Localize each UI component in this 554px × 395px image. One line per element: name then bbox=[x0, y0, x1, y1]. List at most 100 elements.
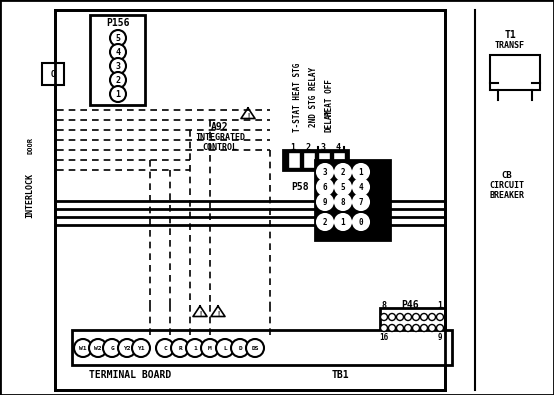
Bar bbox=[55, 10, 445, 390]
Circle shape bbox=[132, 339, 150, 357]
Circle shape bbox=[413, 325, 419, 331]
Circle shape bbox=[353, 194, 369, 210]
Circle shape bbox=[335, 194, 351, 210]
Text: 3: 3 bbox=[115, 62, 121, 70]
Circle shape bbox=[335, 164, 351, 180]
Text: 8: 8 bbox=[382, 301, 387, 310]
Text: !: ! bbox=[198, 311, 202, 317]
Text: TRANSF: TRANSF bbox=[495, 41, 525, 49]
Text: 5: 5 bbox=[341, 182, 345, 192]
Circle shape bbox=[103, 339, 121, 357]
Text: T1: T1 bbox=[504, 30, 516, 40]
Text: BREAKER: BREAKER bbox=[490, 190, 525, 199]
Text: 4: 4 bbox=[336, 143, 341, 152]
Circle shape bbox=[317, 179, 333, 195]
Text: W2: W2 bbox=[94, 346, 102, 350]
Text: 1: 1 bbox=[341, 218, 345, 226]
Circle shape bbox=[110, 30, 126, 46]
Circle shape bbox=[335, 214, 351, 230]
Text: INTEGRATED: INTEGRATED bbox=[195, 132, 245, 141]
Bar bbox=[490, 55, 540, 90]
Text: 4: 4 bbox=[358, 182, 363, 192]
Text: 2ND STG RELAY: 2ND STG RELAY bbox=[309, 67, 317, 127]
Circle shape bbox=[437, 325, 444, 331]
Circle shape bbox=[404, 325, 412, 331]
Text: A92: A92 bbox=[211, 122, 229, 132]
Circle shape bbox=[110, 44, 126, 60]
Text: 5: 5 bbox=[115, 34, 121, 43]
Text: TB1: TB1 bbox=[331, 370, 349, 380]
Text: O: O bbox=[50, 70, 55, 79]
Text: HEAT OFF: HEAT OFF bbox=[325, 79, 334, 115]
Text: C: C bbox=[163, 346, 167, 350]
Text: CONTROL: CONTROL bbox=[203, 143, 238, 152]
Text: CIRCUIT: CIRCUIT bbox=[490, 181, 525, 190]
Circle shape bbox=[397, 314, 403, 320]
Circle shape bbox=[110, 72, 126, 88]
Circle shape bbox=[201, 339, 219, 357]
Text: L: L bbox=[223, 346, 227, 350]
Text: 1: 1 bbox=[193, 346, 197, 350]
Circle shape bbox=[420, 325, 428, 331]
Text: T-STAT HEAT STG: T-STAT HEAT STG bbox=[293, 62, 301, 132]
Circle shape bbox=[353, 214, 369, 230]
Text: W1: W1 bbox=[79, 346, 87, 350]
Text: DELAY: DELAY bbox=[325, 109, 334, 132]
Text: R: R bbox=[178, 346, 182, 350]
Text: TERMINAL BOARD: TERMINAL BOARD bbox=[89, 370, 171, 380]
Text: DS: DS bbox=[252, 346, 259, 350]
Text: 1: 1 bbox=[290, 143, 295, 152]
Text: 16: 16 bbox=[379, 333, 388, 342]
Text: D: D bbox=[238, 346, 242, 350]
Bar bbox=[318, 152, 330, 168]
Bar bbox=[288, 152, 300, 168]
Bar bbox=[380, 308, 445, 340]
Circle shape bbox=[110, 58, 126, 74]
Text: DOOR: DOOR bbox=[27, 137, 33, 154]
Text: 9: 9 bbox=[438, 333, 442, 342]
Text: 0: 0 bbox=[358, 218, 363, 226]
Text: !: ! bbox=[216, 311, 220, 317]
Circle shape bbox=[317, 194, 333, 210]
Bar bbox=[72, 330, 452, 365]
Circle shape bbox=[231, 339, 249, 357]
Text: 6: 6 bbox=[322, 182, 327, 192]
Text: M: M bbox=[208, 346, 212, 350]
Circle shape bbox=[335, 179, 351, 195]
Circle shape bbox=[397, 325, 403, 331]
Text: 3: 3 bbox=[322, 167, 327, 177]
Text: Y2: Y2 bbox=[123, 346, 131, 350]
Text: 1: 1 bbox=[438, 301, 443, 310]
Text: 2: 2 bbox=[305, 143, 310, 152]
Text: 2: 2 bbox=[322, 218, 327, 226]
Text: 1: 1 bbox=[358, 167, 363, 177]
Circle shape bbox=[246, 339, 264, 357]
Text: 8: 8 bbox=[341, 198, 345, 207]
Bar bbox=[333, 152, 345, 168]
Circle shape bbox=[186, 339, 204, 357]
Text: 7: 7 bbox=[358, 198, 363, 207]
Circle shape bbox=[216, 339, 234, 357]
Text: !: ! bbox=[246, 113, 250, 119]
Circle shape bbox=[317, 164, 333, 180]
Text: 4: 4 bbox=[115, 47, 121, 56]
Circle shape bbox=[381, 325, 387, 331]
Circle shape bbox=[171, 339, 189, 357]
Circle shape bbox=[404, 314, 412, 320]
Text: INTERLOCK: INTERLOCK bbox=[25, 173, 34, 218]
Bar bbox=[315, 160, 390, 240]
Circle shape bbox=[420, 314, 428, 320]
Circle shape bbox=[413, 314, 419, 320]
Circle shape bbox=[110, 86, 126, 102]
Circle shape bbox=[317, 214, 333, 230]
Circle shape bbox=[118, 339, 136, 357]
Text: 2: 2 bbox=[341, 167, 345, 177]
Text: 3: 3 bbox=[321, 143, 326, 152]
Circle shape bbox=[353, 179, 369, 195]
Circle shape bbox=[353, 164, 369, 180]
Text: P156: P156 bbox=[106, 18, 130, 28]
Bar bbox=[90, 15, 145, 105]
Text: G: G bbox=[110, 346, 114, 350]
Text: CB: CB bbox=[501, 171, 512, 179]
Circle shape bbox=[381, 314, 387, 320]
